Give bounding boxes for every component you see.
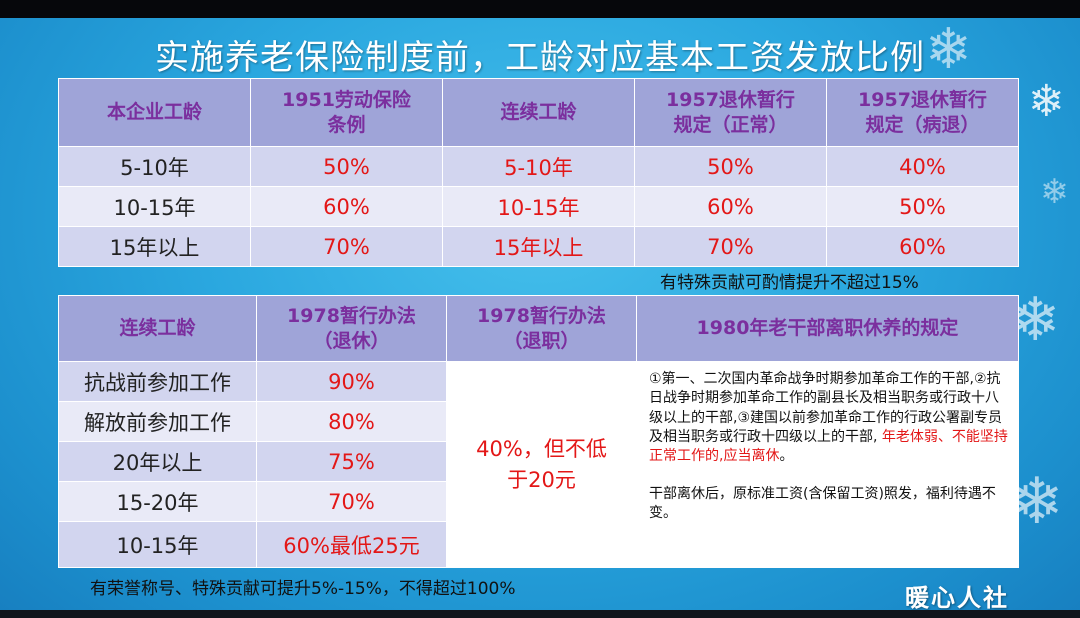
table-row: 抗战前参加工作 90% 40%，但不低 于20元 ①第一、二次国内革命战争时期参… (58, 361, 1019, 568)
watermark-logo: 暖心人社 (905, 584, 1009, 612)
snowflake-icon: ❄ (1040, 172, 1069, 212)
table-cell: 15年以上 (58, 226, 251, 267)
table-cell: 40% (826, 146, 1019, 187)
bottom-bar (0, 610, 1080, 618)
header-continuous-seniority: 连续工龄 (442, 78, 635, 147)
rule-paragraph-1: ①第一、二次国内革命战争时期参加革命工作的干部,②抗日战争时期参加革命工作的副县… (649, 371, 1008, 465)
table-cell: 解放前参加工作 (58, 401, 257, 442)
table-row: 15-20年 70% (58, 481, 1019, 522)
table-cell: 60% (250, 186, 443, 227)
table-cell: 75% (256, 441, 447, 482)
table-cell: 10-15年 (58, 521, 257, 568)
table-row: 15年以上 70% 15年以上 70% 60% (58, 226, 1019, 267)
pension-ratio-table-1978: 连续工龄 1978暂行办法 （退休） 1978暂行办法 （退职） 1980年老干… (58, 295, 1019, 568)
cadre-rule-text: ①第一、二次国内革命战争时期参加革命工作的干部,②抗日战争时期参加革命工作的副县… (636, 361, 1019, 568)
table-row: 20年以上 75% (58, 441, 1019, 482)
table-cell: 50% (826, 186, 1019, 227)
table2-footnote: 有荣誉称号、特殊贡献可提升5%-15%，不得超过100% (90, 579, 516, 599)
header-company-seniority: 本企业工龄 (58, 78, 251, 147)
table-cell: 15年以上 (442, 226, 635, 267)
header-1978-retire: 1978暂行办法 （退休） (256, 295, 447, 362)
table-row: 10-15年 60% 10-15年 60% 50% (58, 186, 1019, 227)
page-title: 实施养老保险制度前，工龄对应基本工资发放比例 (155, 38, 925, 78)
merged-resign-ratio: 40%，但不低 于20元 (446, 361, 637, 568)
snowflake-icon: ❄ (925, 17, 972, 82)
table-cell: 10-15年 (58, 186, 251, 227)
table-cell: 5-10年 (442, 146, 635, 187)
table-cell: 15-20年 (58, 481, 257, 522)
header-1980-cadre-rule: 1980年老干部离职休养的规定 (636, 295, 1019, 362)
header-continuous-seniority: 连续工龄 (58, 295, 257, 362)
table-cell: 90% (256, 361, 447, 402)
table-row: 5-10年 50% 5-10年 50% 40% (58, 146, 1019, 187)
table-cell: 抗战前参加工作 (58, 361, 257, 402)
table-cell: 70% (256, 481, 447, 522)
table-cell: 80% (256, 401, 447, 442)
table-cell: 60% (826, 226, 1019, 267)
snowflake-icon: ❄ (1010, 465, 1064, 539)
table-row: 10-15年 60%最低25元 (58, 521, 1019, 568)
table-cell: 50% (250, 146, 443, 187)
top-bar (0, 0, 1080, 18)
table-cell: 10-15年 (442, 186, 635, 227)
snowflake-icon: ❄ (1028, 76, 1065, 127)
header-1957-normal: 1957退休暂行 规定（正常） (634, 78, 827, 147)
table1-footnote: 有特殊贡献可酌情提升不超过15% (660, 273, 919, 293)
rule-paragraph-2: 干部离休后，原标准工资(含保留工资)照发，福利待遇不变。 (649, 485, 996, 521)
table-cell: 50% (634, 146, 827, 187)
table-cell: 70% (634, 226, 827, 267)
header-1957-sick: 1957退休暂行 规定（病退） (826, 78, 1019, 147)
table-row: 解放前参加工作 80% (58, 401, 1019, 442)
header-1951-labor-insurance: 1951劳动保险 条例 (250, 78, 443, 147)
table-cell: 5-10年 (58, 146, 251, 187)
table-cell: 70% (250, 226, 443, 267)
pension-ratio-table-1957: 本企业工龄 1951劳动保险 条例 连续工龄 1957退休暂行 规定（正常） 1… (58, 78, 1019, 267)
table-cell: 20年以上 (58, 441, 257, 482)
table-cell: 60% (634, 186, 827, 227)
header-1978-resign: 1978暂行办法 （退职） (446, 295, 637, 362)
table-cell: 60%最低25元 (256, 521, 447, 568)
